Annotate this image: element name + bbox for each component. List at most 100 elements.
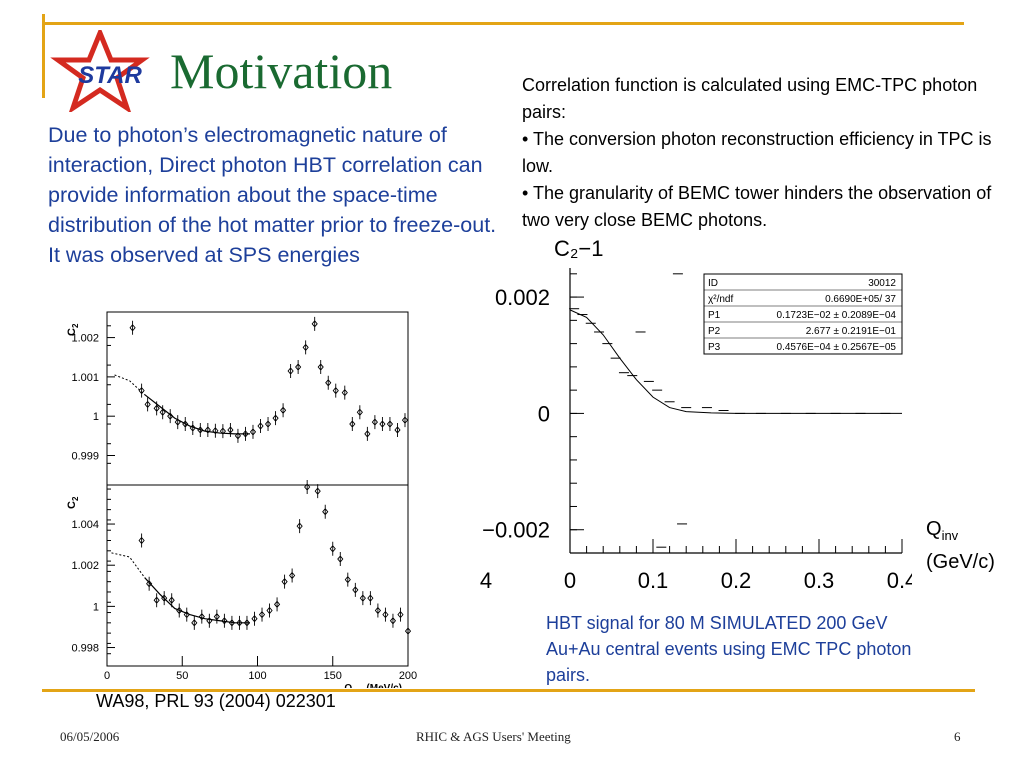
wa98-top-data-point <box>159 405 166 420</box>
wa98-xtick-label: 0 <box>104 670 110 682</box>
wa98-bottom-data-point <box>337 552 344 567</box>
wa98-bottom-data-point <box>243 615 251 630</box>
sim-ytick-label: 0.002 <box>495 285 550 310</box>
wa98-top-data-point <box>174 415 181 430</box>
wa98-bottom-data-point <box>359 591 366 606</box>
right-bullet-1: • The conversion photon reconstruction e… <box>522 129 992 176</box>
wa98-bottom-data-point <box>322 504 329 519</box>
wa98-bottom-ytick-label: 1.002 <box>71 560 99 572</box>
left-paragraph: Due to photon’s electromagnetic nature o… <box>48 123 497 267</box>
wa98-top-data-point <box>349 417 356 432</box>
sim-extra-left-label: 4 <box>480 568 492 593</box>
star-logo: STAR <box>50 30 150 112</box>
wa98-top-data-point <box>264 417 272 432</box>
wa98-top-data-point <box>257 419 264 434</box>
wa98-top-data-point <box>379 417 386 432</box>
wa98-bottom-data-point <box>281 574 288 589</box>
wa98-top-data-point <box>129 320 136 335</box>
wa98-bottom-data-point <box>367 591 374 606</box>
wa98-top-data-point <box>212 423 219 438</box>
sim-stats-key: ID <box>708 278 718 289</box>
wa98-top-data-point <box>295 360 302 375</box>
sim-stats-value: 30012 <box>868 278 896 289</box>
wa98-bottom-data-point <box>221 613 228 628</box>
footer-page: 6 <box>954 729 961 744</box>
wa98-top-ytick-label: 1 <box>93 411 99 423</box>
right-bullet-2: • The granularity of BEMC tower hinders … <box>522 183 992 230</box>
wa98-bottom-fit-curve <box>144 577 250 624</box>
wa98-top-data-point <box>234 428 242 443</box>
wa98-top-data-point <box>144 397 151 412</box>
wa98-top-ytick-label: 1.002 <box>71 333 99 345</box>
star-logo-shape <box>50 30 150 112</box>
wa98-top-data-point <box>227 422 234 437</box>
wa98-top-data-point <box>189 420 196 435</box>
sim-ytick-label: 0 <box>538 401 550 426</box>
wa98-bottom-data-point <box>397 607 404 622</box>
wa98-bottom-data-point <box>329 541 336 556</box>
wa98-bottom-data-point <box>153 593 160 608</box>
wa98-top-ylabel-sub: 2 <box>71 323 80 328</box>
wa98-frame <box>106 311 409 667</box>
sim-xtick-label: 0.2 <box>721 568 752 593</box>
wa98-top-ylabel: C2 <box>66 323 80 336</box>
wa98-top-fit-curve <box>144 394 250 435</box>
wa98-top-data-point <box>356 405 363 420</box>
wa98-top-ytick-label: 0.999 <box>71 450 99 462</box>
wa98-top-data-point <box>386 417 394 432</box>
simulation-figure: C₂−10.002 0 −0.002 0 0.1 0.2 0.3 0.4 4 ID 30012 χ²/… <box>480 236 912 593</box>
wa98-top-data-point <box>197 422 204 437</box>
wa98-bottom-data-point <box>304 480 311 494</box>
wa98-top-data-point <box>325 375 332 390</box>
wa98-bottom-data-point <box>273 597 281 612</box>
wa98-bottom-data-point <box>168 593 175 608</box>
wa98-top-data-point <box>332 383 339 398</box>
wa98-top-data-point <box>279 403 287 418</box>
wa98-top-data-point <box>182 417 189 432</box>
wa98-bottom-data-point <box>251 611 258 626</box>
wa98-xtick-label: 150 <box>324 670 342 682</box>
wa98-bottom-data-point <box>206 613 213 628</box>
wa98-bottom-ylabel-sub: 2 <box>71 496 80 501</box>
reference-text: WA98, PRL 93 (2004) 022301 <box>96 691 336 711</box>
sim-title: C₂−1 <box>554 236 604 261</box>
wa98-bottom-ytick-label: 1.004 <box>71 519 99 531</box>
wa98-bottom-data-point <box>344 572 351 587</box>
wa98-bottom-data-point <box>183 607 190 622</box>
qinv-axis-label: Qinv (GeV/c) <box>926 516 995 576</box>
wa98-bottom-data-point <box>352 582 359 597</box>
wa98-top-data-point <box>219 424 226 439</box>
frame-bottom-line <box>42 689 975 692</box>
simulation-caption: HBT signal for 80 M SIMULATED 200 GeV Au… <box>546 613 912 685</box>
wa98-top-data-point <box>341 385 348 400</box>
wa98-top-data-point <box>249 424 257 439</box>
wa98-top-data-point <box>311 316 318 331</box>
sim-stats-value: 2.677 ± 0.2191E−01 <box>806 326 897 337</box>
sim-xtick-label: 0.4 <box>887 568 912 593</box>
footer-date: 06/05/2006 <box>60 729 120 744</box>
wa98-top-data-point <box>204 422 211 437</box>
wa98-top-data-point <box>138 383 145 398</box>
wa98-xtick-label: 100 <box>248 670 266 682</box>
wa98-bottom-data-point <box>146 576 153 591</box>
sim-stats-value: 0.6690E+05/ 37 <box>825 294 896 305</box>
sim-stats-key: χ²/ndf <box>708 294 733 305</box>
footer-center: RHIC & AGS Users' Meeting <box>416 729 571 744</box>
wa98-xlabel-unit: (MeV/c) <box>364 683 402 688</box>
wa98-bottom-data-point <box>258 607 266 622</box>
wa98-bottom-data-point <box>296 519 303 534</box>
wa98-top-data-point <box>364 426 371 441</box>
wa98-bottom-data-point <box>176 603 183 618</box>
wa98-top-data-point <box>302 340 309 355</box>
frame-top-line <box>42 22 964 25</box>
wa98-top-data-point <box>317 360 324 375</box>
sim-stats-value: 0.4576E−04 ± 0.2567E−05 <box>777 342 897 353</box>
wa98-xlabel-sub: inv <box>352 687 364 688</box>
wa98-bottom-data-point <box>314 484 321 499</box>
wa98-bottom-data-point <box>289 568 296 583</box>
wa98-bottom-data-point <box>404 624 412 639</box>
wa98-bottom-data-point <box>382 607 389 622</box>
qinv-sub: inv <box>941 528 959 543</box>
wa98-top-data-point <box>272 411 279 426</box>
